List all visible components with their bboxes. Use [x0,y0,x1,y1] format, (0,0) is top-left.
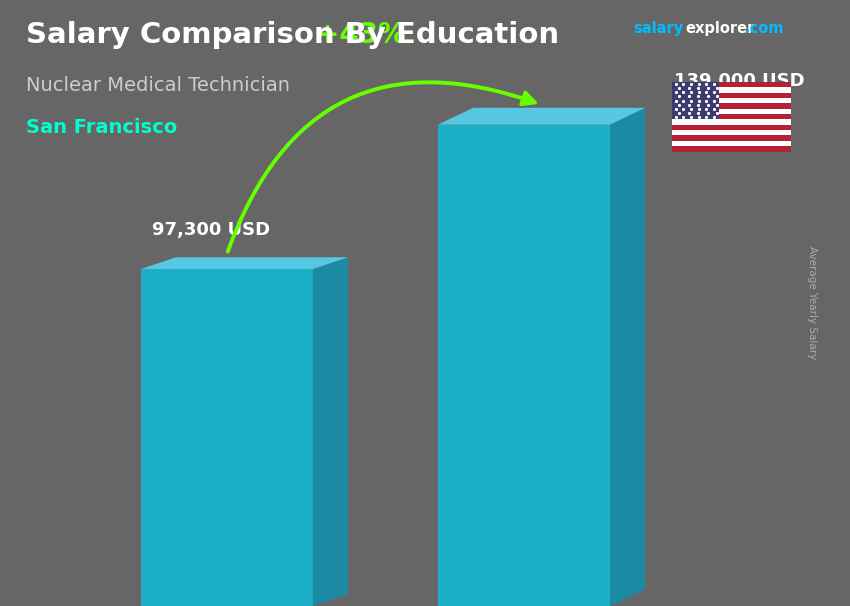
Polygon shape [313,258,348,606]
Bar [672,146,790,152]
Bar [672,125,790,130]
Text: 97,300 USD: 97,300 USD [152,221,270,239]
Polygon shape [141,258,348,269]
Bar [672,108,790,114]
Polygon shape [438,108,645,125]
Bar [672,93,790,98]
Bar [672,103,790,108]
Bar [672,82,719,119]
Polygon shape [438,125,610,606]
Bar [672,141,790,146]
Text: Nuclear Medical Technician: Nuclear Medical Technician [26,76,290,95]
Polygon shape [610,108,645,606]
Text: explorer: explorer [685,21,755,36]
Text: 139,000 USD: 139,000 USD [674,72,804,90]
Text: Average Yearly Salary: Average Yearly Salary [807,247,817,359]
Text: +43%: +43% [315,21,405,49]
Bar [672,98,790,103]
Bar [672,135,790,141]
Bar [672,82,790,87]
Bar [672,130,790,135]
Polygon shape [141,269,313,606]
Bar [672,114,790,119]
Bar [672,87,790,93]
Text: Salary Comparison By Education: Salary Comparison By Education [26,21,558,49]
Bar [672,119,790,125]
Text: salary: salary [633,21,683,36]
Text: .com: .com [745,21,784,36]
Text: San Francisco: San Francisco [26,118,177,137]
